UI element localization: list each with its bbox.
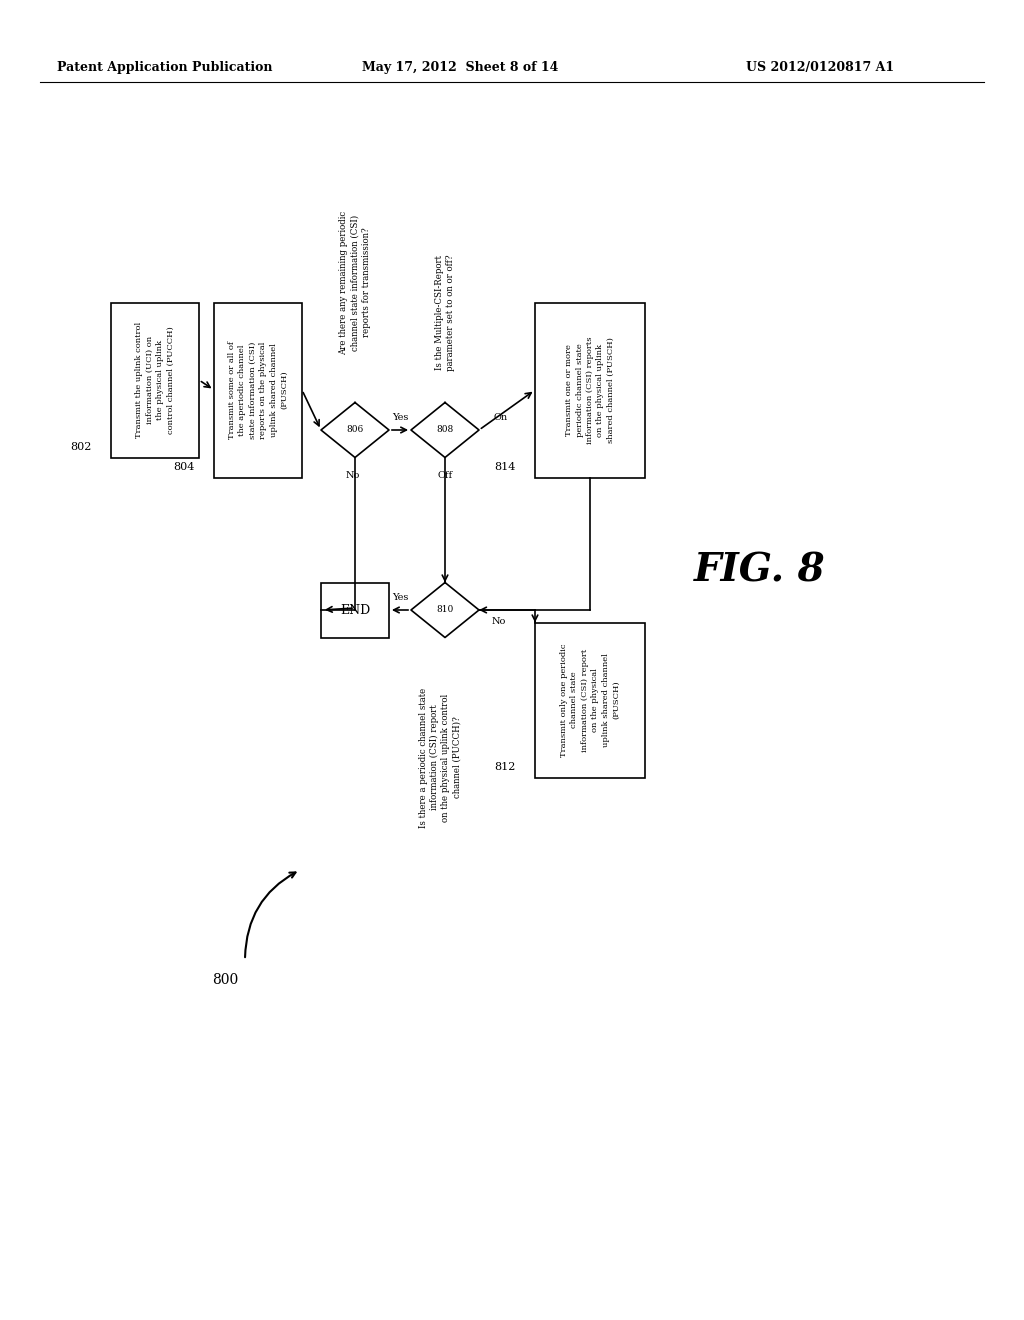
Text: On: On: [494, 413, 508, 422]
Text: Transmit only one periodic
channel state
information (CSI) report
on the physica: Transmit only one periodic channel state…: [560, 643, 620, 756]
Text: Is there a periodic channel state
information (CSI) report
on the physical uplin: Is there a periodic channel state inform…: [419, 688, 461, 828]
Text: Off: Off: [437, 471, 453, 480]
Text: US 2012/0120817 A1: US 2012/0120817 A1: [745, 62, 894, 74]
FancyArrowPatch shape: [245, 873, 296, 957]
Text: 812: 812: [495, 763, 516, 772]
Bar: [535, 623, 645, 777]
Text: 814: 814: [495, 462, 516, 473]
Text: Yes: Yes: [392, 413, 409, 422]
Bar: [321, 582, 389, 638]
Bar: [214, 302, 302, 478]
Text: Yes: Yes: [392, 594, 409, 602]
Text: 806: 806: [346, 425, 364, 434]
Text: END: END: [340, 603, 370, 616]
Text: No: No: [492, 618, 506, 627]
Bar: [111, 302, 199, 458]
Text: 810: 810: [436, 606, 454, 615]
Text: 804: 804: [173, 462, 195, 473]
Text: FIG. 8: FIG. 8: [694, 550, 825, 589]
Text: 800: 800: [212, 973, 239, 987]
Text: May 17, 2012  Sheet 8 of 14: May 17, 2012 Sheet 8 of 14: [361, 62, 558, 74]
Text: No: No: [346, 471, 360, 480]
Text: 808: 808: [436, 425, 454, 434]
Text: Transmit one or more
periodic channel state
information (CSI) reports
on the phy: Transmit one or more periodic channel st…: [565, 337, 614, 444]
Text: Transmit some or all of
the aperiodic channel
state information (CSI)
reports on: Transmit some or all of the aperiodic ch…: [228, 341, 288, 440]
Text: Patent Application Publication: Patent Application Publication: [57, 62, 272, 74]
Text: Is the Multiple-CSI-Report
parameter set to on or off?: Is the Multiple-CSI-Report parameter set…: [435, 255, 455, 371]
Text: Are there any remaining periodic
channel state information (CSI)
reports for tra: Are there any remaining periodic channel…: [339, 210, 371, 355]
Text: 802: 802: [71, 442, 92, 453]
Bar: [535, 302, 645, 478]
Text: Transmit the uplink control
information (UCI) on
the physical uplink
control cha: Transmit the uplink control information …: [135, 322, 175, 438]
